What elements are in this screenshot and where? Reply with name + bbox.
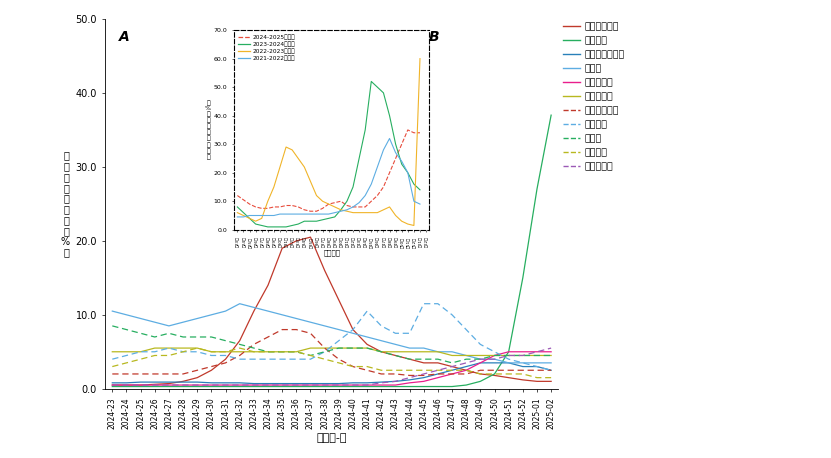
Y-axis label: 核
酸
检
测
阳
性
率
（
%
）: 核 酸 检 测 阳 性 率 （ % ） <box>61 150 70 257</box>
Text: B: B <box>429 30 440 44</box>
X-axis label: 监测年-周: 监测年-周 <box>317 433 347 443</box>
Text: A: A <box>119 30 130 44</box>
Legend: 新型冠状病毒, 流感病毒, 呼吸道合胞病毒, 腺病毒, 人偏肺病毒, 副流感病毒, 普通冠状病毒, 博卡病毒, 鼻病毒, 肠道病毒, 肺炎支原体: 新型冠状病毒, 流感病毒, 呼吸道合胞病毒, 腺病毒, 人偏肺病毒, 副流感病毒… <box>559 19 628 174</box>
